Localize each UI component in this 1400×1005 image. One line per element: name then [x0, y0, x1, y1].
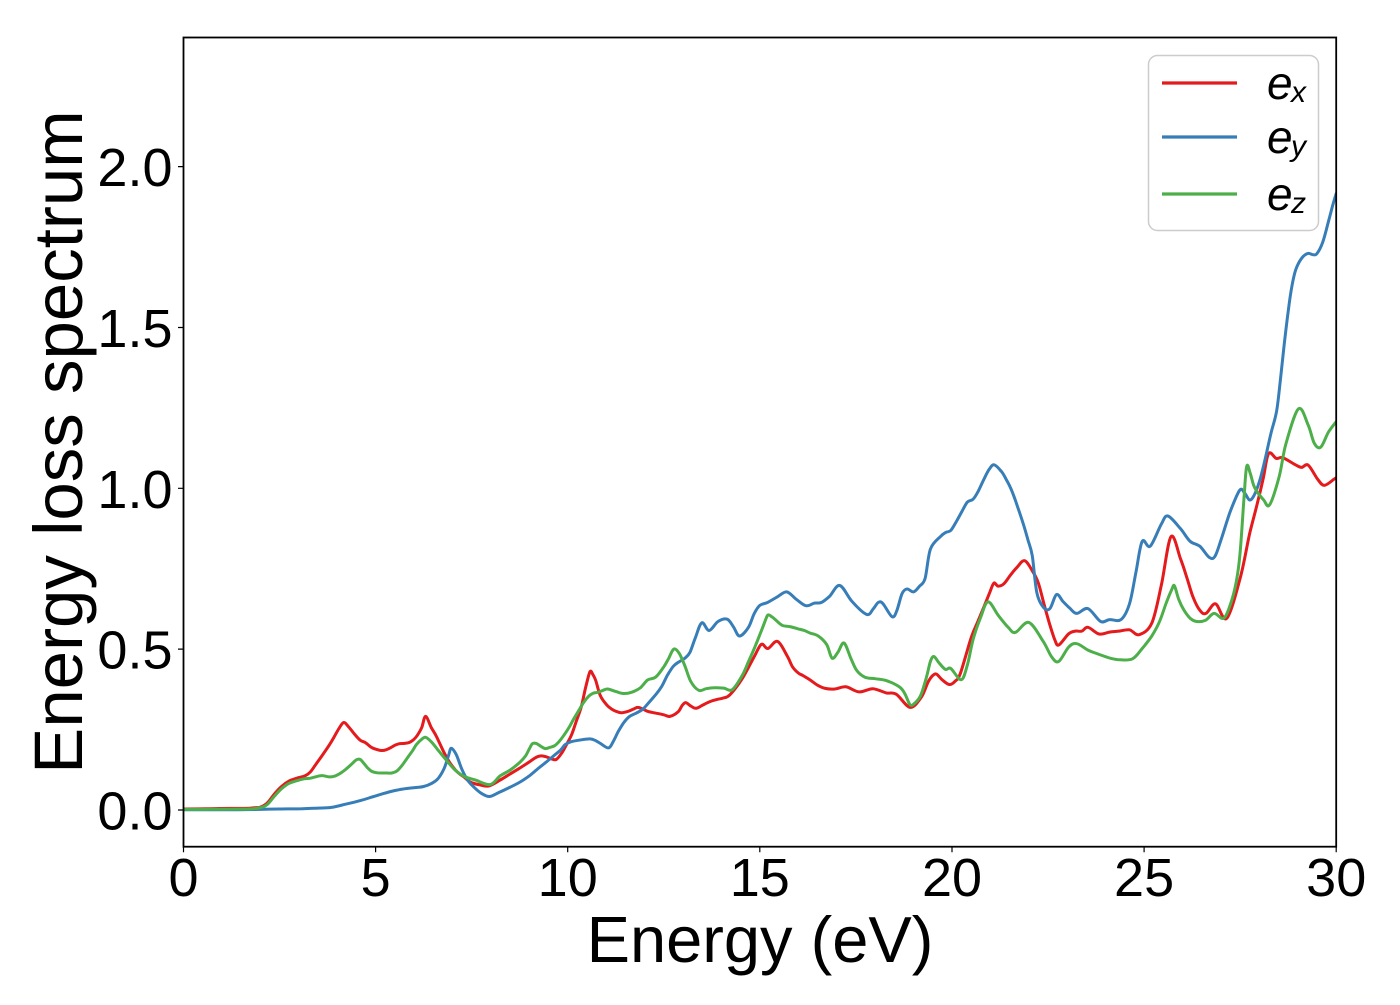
svg-text:2.0: 2.0	[97, 138, 172, 198]
svg-text:1.5: 1.5	[97, 299, 172, 359]
svg-text:0: 0	[168, 848, 198, 908]
svg-text:0.5: 0.5	[97, 621, 172, 681]
svg-text:20: 20	[922, 848, 982, 908]
svg-text:Energy (eV): Energy (eV)	[587, 903, 934, 976]
svg-text:e: e	[1267, 168, 1293, 220]
svg-text:30: 30	[1306, 848, 1366, 908]
svg-text:0.0: 0.0	[97, 782, 172, 842]
svg-text:25: 25	[1114, 848, 1174, 908]
svg-text:e: e	[1267, 57, 1293, 109]
svg-text:5: 5	[361, 848, 391, 908]
svg-text:15: 15	[730, 848, 790, 908]
svg-text:z: z	[1290, 187, 1306, 220]
svg-text:1.0: 1.0	[97, 460, 172, 520]
svg-text:y: y	[1289, 130, 1308, 163]
svg-text:10: 10	[538, 848, 598, 908]
svg-text:x: x	[1289, 76, 1307, 109]
svg-text:e: e	[1267, 111, 1293, 163]
svg-text:Energy loss spectrum: Energy loss spectrum	[20, 110, 97, 773]
